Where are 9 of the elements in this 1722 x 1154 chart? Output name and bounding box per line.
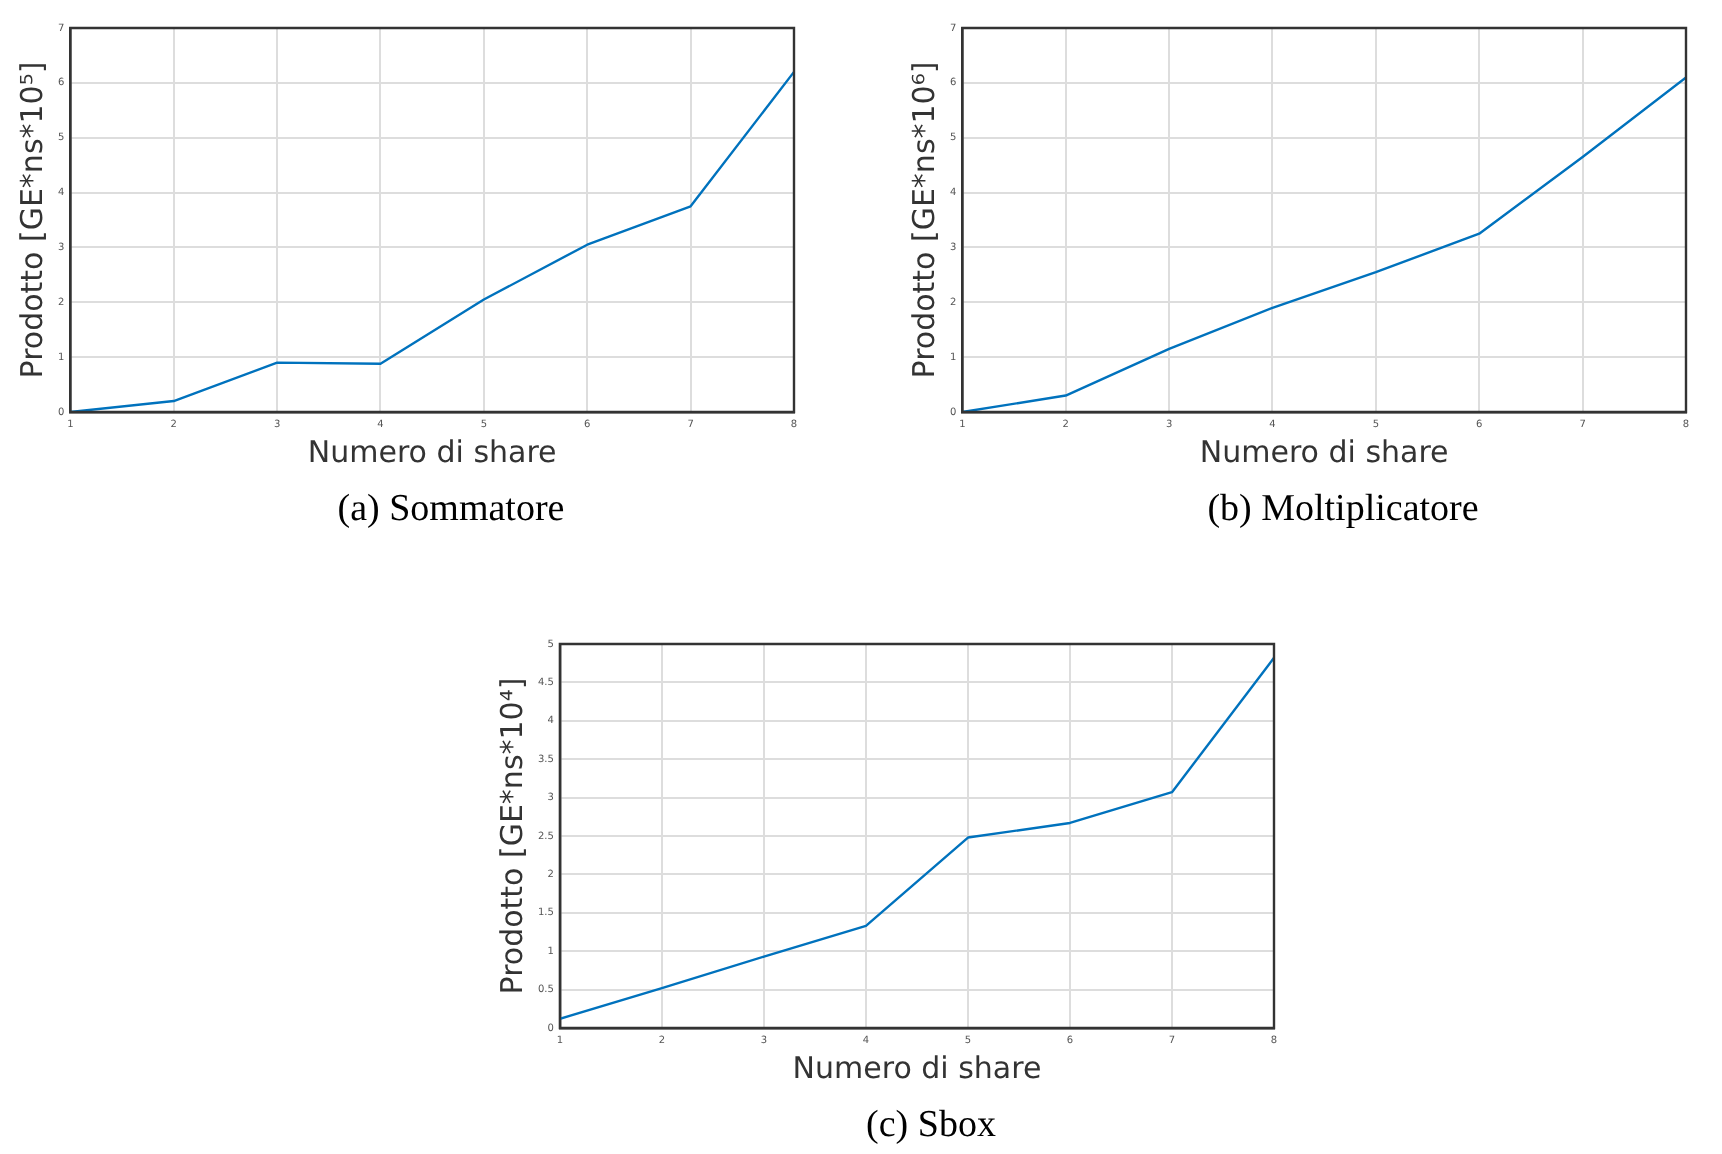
x-axis-title: Numero di share [792, 1049, 1042, 1086]
text: (c) Sbox [864, 1104, 998, 1148]
x-axis-title: Numero di share [307, 433, 557, 470]
text: (a) Sommatore [335, 488, 567, 532]
text: (b) Moltiplicatore [1205, 488, 1481, 532]
x-axis-title: Numero di share [1199, 433, 1449, 470]
y-axis-title: Prodotto [GE*ns*10⁴] [493, 677, 530, 995]
y-axis-title: Prodotto [GE*ns*10⁶] [905, 61, 942, 379]
y-axis-title: Prodotto [GE*ns*10⁵] [13, 61, 50, 379]
